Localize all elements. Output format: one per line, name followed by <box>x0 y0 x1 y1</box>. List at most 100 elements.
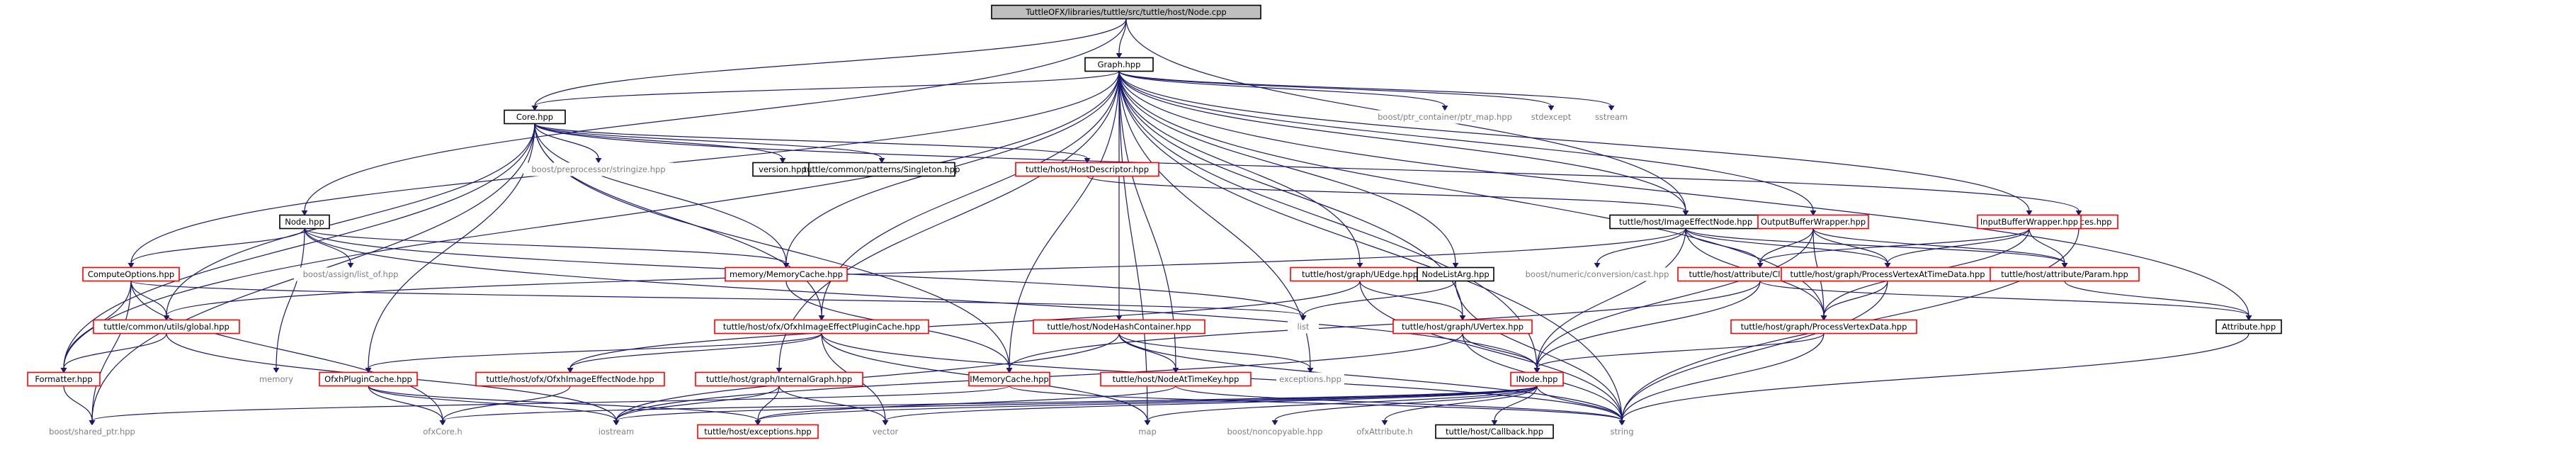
node-box <box>523 162 674 176</box>
node-ofxhpc[interactable]: OfxhPluginCache.hpp <box>319 371 418 387</box>
node-label: NodeListArg.hpp <box>1422 269 1489 279</box>
edge-graph-to-outbuf <box>1118 71 1817 216</box>
node-tuttleexc[interactable]: tuttle/host/exceptions.hpp <box>697 424 819 439</box>
node-sharedptr: boost/shared_ptr.hpp <box>38 424 147 439</box>
node-label: tuttle/host/graph/UEdge.hpp <box>1302 269 1418 279</box>
node-box <box>1133 424 1162 439</box>
node-label: Graph.hpp <box>1098 60 1141 69</box>
edge-graph-to-inbuf <box>1118 71 2033 216</box>
edge-root-to-nodehpp <box>301 18 1127 216</box>
node-ofxiepc[interactable]: tuttle/host/ofx/OfxhImageEffectPluginCac… <box>714 319 929 334</box>
edge-nodehpp-to-computeopts <box>127 228 305 269</box>
node-pvatd[interactable]: tuttle/host/graph/ProcessVertexAtTimeDat… <box>1781 266 1995 282</box>
node-computeopts[interactable]: ComputeOptions.hpp <box>82 266 180 282</box>
node-label: tuttle/host/ofx/OfxhImageEffectPluginCac… <box>723 322 920 332</box>
node-attribute[interactable]: Attribute.hpp <box>2215 319 2282 334</box>
node-param[interactable]: tuttle/host/attribute/Param.hpp <box>1990 266 2140 282</box>
node-nhc[interactable]: tuttle/host/NodeHashContainer.hpp <box>1033 319 1205 334</box>
node-global[interactable]: tuttle/common/utils/global.hpp <box>93 319 240 334</box>
node-formatter[interactable]: Formatter.hpp <box>27 371 101 387</box>
edge-nodehpp-to-listof <box>304 228 354 269</box>
node-label: InputBufferWrapper.hpp <box>1980 217 2078 227</box>
node-box <box>991 4 1261 20</box>
node-label: map <box>1138 427 1157 437</box>
node-core[interactable]: Core.hpp <box>504 109 566 125</box>
node-label: tuttle/host/ofx/OfxhImageEffectNode.hpp <box>486 374 654 384</box>
node-box <box>808 162 955 177</box>
node-label: boost/assign/list_of.hpp <box>303 269 399 279</box>
node-label: ofxAttribute.h <box>1356 427 1413 437</box>
node-box <box>504 109 566 125</box>
node-imemcache[interactable]: IMemoryCache.hpp <box>968 371 1050 387</box>
node-graph[interactable]: Graph.hpp <box>1084 57 1154 72</box>
node-box <box>1372 110 1518 124</box>
node-label: version.hpp <box>759 164 807 174</box>
node-label: string <box>1610 427 1633 437</box>
node-label: boost/preprocessor/stringize.hpp <box>531 164 665 174</box>
node-box <box>1435 424 1554 439</box>
node-memory: memory <box>254 372 299 386</box>
edge-imgeffnode-to-param <box>1685 227 2068 269</box>
node-label: tuttle/host/graph/InternalGraph.hpp <box>706 374 852 384</box>
node-box <box>725 266 848 282</box>
node-root: TuttleOFX/libraries/tuttle/src/tuttle/ho… <box>991 4 1261 20</box>
node-box <box>697 424 819 439</box>
node-sstream: sstream <box>1589 110 1633 124</box>
node-label: IMemoryCache.hpp <box>970 374 1048 384</box>
node-box <box>93 319 240 334</box>
node-ofxhien[interactable]: tuttle/host/ofx/OfxhImageEffectNode.hpp <box>475 371 665 387</box>
edge-uedge-to-ofxhien <box>567 281 1361 373</box>
node-label: tuttle/host/graph/ProcessVertexData.hpp <box>1741 322 1907 332</box>
node-label: tuttle/host/exceptions.hpp <box>704 427 811 437</box>
node-label: tuttle/host/NodeAtTimeKey.hpp <box>1113 374 1239 384</box>
node-outbuf[interactable]: OutputBufferWrapper.hpp <box>1757 214 1869 230</box>
edge-inode-to-ofxcore <box>439 385 1538 426</box>
node-version[interactable]: version.hpp <box>752 162 813 177</box>
node-uedge[interactable]: tuttle/host/graph/UEdge.hpp <box>1290 266 1430 282</box>
node-label: list <box>1298 322 1310 332</box>
edge-graph-to-attribute <box>1118 71 2252 321</box>
node-label: stdexcept <box>1531 112 1572 122</box>
node-pvd[interactable]: tuttle/host/graph/ProcessVertexData.hpp <box>1730 319 1917 334</box>
node-label: tuttle/common/utils/global.hpp <box>103 322 229 332</box>
node-box <box>1100 371 1252 387</box>
node-exceptions: exceptions.hpp <box>1276 372 1344 386</box>
node-hostdesc[interactable]: tuttle/host/HostDescriptor.hpp <box>1015 162 1159 177</box>
node-label: Core.hpp <box>516 112 553 122</box>
node-box <box>1417 266 1494 282</box>
edge-graph-to-internalgraph <box>776 71 1120 373</box>
node-box <box>1222 424 1328 439</box>
node-box <box>1526 110 1576 124</box>
node-nodeattimekey[interactable]: tuttle/host/NodeAtTimeKey.hpp <box>1100 371 1252 387</box>
edge-imemcache-to-sharedptr <box>89 385 1010 426</box>
node-box <box>1015 162 1159 177</box>
node-box <box>294 267 407 281</box>
node-uvertex[interactable]: tuttle/host/graph/UVertex.hpp <box>1392 319 1533 334</box>
node-internalgraph[interactable]: tuttle/host/graph/InternalGraph.hpp <box>695 371 863 387</box>
node-nodehpp[interactable]: Node.hpp <box>279 214 330 230</box>
node-inbuf[interactable]: InputBufferWrapper.hpp <box>1977 214 2082 230</box>
edge-core-to-stringize <box>534 123 602 164</box>
node-inode[interactable]: INode.hpp <box>1510 371 1564 387</box>
node-label: iostream <box>598 427 635 437</box>
node-box <box>1084 57 1154 72</box>
edge-pvd-to-string <box>1618 333 1825 426</box>
edge-graph-to-core <box>531 70 1120 111</box>
node-map: map <box>1133 424 1162 439</box>
node-memcache[interactable]: memory/MemoryCache.hpp <box>725 266 848 282</box>
node-singleton[interactable]: tuttle/common/patterns/Singleton.hpp <box>804 162 960 177</box>
node-label: ofxCore.h <box>423 427 462 437</box>
node-label: OfxhPluginCache.hpp <box>324 374 412 384</box>
node-numconv: boost/numeric/conversion/cast.hpp <box>1516 267 1678 281</box>
node-imgeffnode[interactable]: tuttle/host/ImageEffectNode.hpp <box>1609 214 1762 230</box>
node-box <box>38 424 147 439</box>
edge-clipimage-to-imemcache <box>1006 281 1761 373</box>
edge-hostdesc-to-imgeffnode <box>1086 175 1689 216</box>
node-box <box>254 372 299 386</box>
edge-imemcache-to-string <box>1009 385 1625 426</box>
edge-pvd-to-inode <box>1533 332 1825 373</box>
edge-ofxiepc-to-ofxhien <box>567 333 822 373</box>
node-callback[interactable]: tuttle/host/Callback.hpp <box>1435 424 1554 439</box>
edge-ofxiepc-to-ofxhpc <box>365 332 822 373</box>
node-nodelistarg[interactable]: NodeListArg.hpp <box>1417 266 1494 282</box>
